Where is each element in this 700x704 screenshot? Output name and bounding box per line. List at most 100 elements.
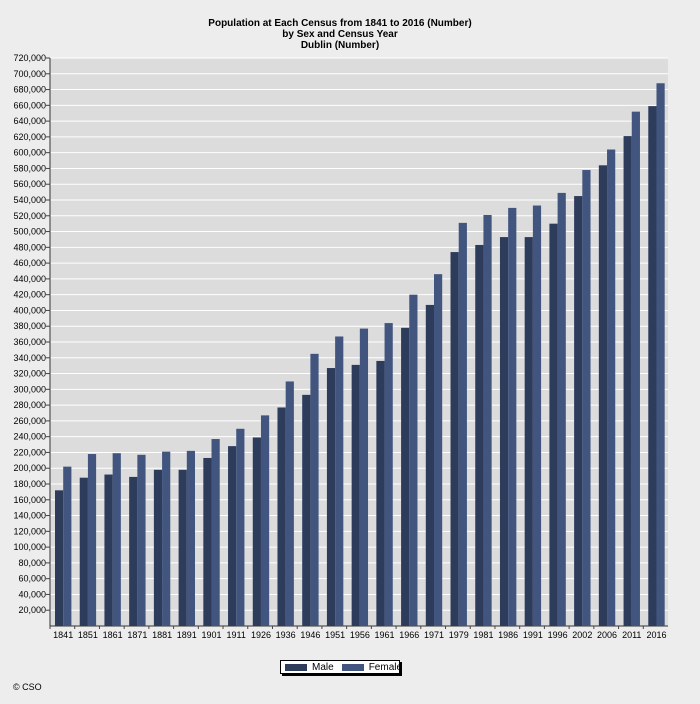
x-tick-label: 1951 [325,630,345,640]
legend: Male Female [280,660,402,674]
bar-male-1861 [104,474,113,626]
y-tick-label: 220,000 [13,447,46,457]
bar-female-1946 [310,353,319,626]
bar-female-2006 [607,149,616,626]
bar-female-1861 [112,453,121,626]
bar-male-1891 [178,469,187,626]
x-tick-label: 1936 [276,630,296,640]
y-tick-label: 640,000 [13,116,46,126]
y-tick-label: 440,000 [13,274,46,284]
y-tick-label: 60,000 [18,574,46,584]
bar-female-1936 [285,381,294,626]
bar-male-1986 [499,237,509,627]
y-tick-label: 100,000 [13,542,46,552]
bar-male-1871 [129,476,138,626]
y-tick-label: 140,000 [13,511,46,521]
chart-subtitle-region: Dublin (Number) [300,40,380,51]
y-tick-label: 200,000 [13,463,46,473]
bar-female-1981 [483,214,492,626]
bar-male-1996 [549,223,558,626]
bar-female-1996 [557,192,566,626]
y-tick-label: 180,000 [13,479,46,489]
y-tick-label: 280,000 [13,400,46,410]
bar-male-2006 [598,165,608,627]
bar-female-2011 [631,111,640,626]
x-tick-label: 1841 [53,630,73,640]
y-tick-label: 260,000 [13,416,46,426]
y-tick-label: 700,000 [13,69,46,79]
legend-swatch-male [285,663,307,671]
y-tick-label: 520,000 [13,211,46,221]
bar-male-1966 [401,327,410,626]
y-tick-label: 360,000 [13,337,46,347]
x-tick-label: 1851 [78,630,98,640]
legend-label-male: Male [312,661,334,673]
bar-female-1871 [137,454,146,626]
legend-item-male: Male [285,662,334,673]
chart-title: Population at Each Census from 1841 to 2… [0,18,680,51]
x-tick-label: 1961 [375,630,395,640]
x-tick-label: 1871 [127,630,147,640]
bar-male-1961 [376,360,385,626]
bar-female-1979 [458,222,467,626]
bar-female-1966 [409,294,418,626]
y-tick-label: 500,000 [13,227,46,237]
chart-subtitle: by Sex and Census Year [282,29,398,40]
bar-male-1936 [277,407,286,626]
bar-male-2002 [574,196,583,627]
bar-male-1901 [203,457,212,626]
x-tick-label: 1891 [177,630,197,640]
bar-male-1851 [79,477,88,626]
bar-male-1911 [228,446,237,626]
y-tick-label: 420,000 [13,290,46,300]
y-tick-label: 560,000 [13,179,46,189]
bar-female-1971 [434,274,443,626]
y-tick-label: 80,000 [18,558,46,568]
x-tick-label: 1991 [523,630,543,640]
y-tick-label: 120,000 [13,526,46,536]
bar-male-1956 [351,364,360,626]
x-tick-label: 1971 [424,630,444,640]
y-tick-label: 380,000 [13,321,46,331]
y-tick-label: 620,000 [13,132,46,142]
bar-female-1926 [260,415,270,626]
bar-female-2016 [656,83,665,626]
bar-female-1881 [162,451,171,626]
bar-female-1891 [186,450,195,626]
x-tick-label: 1911 [227,630,246,640]
bar-female-1841 [63,466,72,626]
bar-female-2002 [582,170,591,626]
y-tick-label: 660,000 [13,100,46,110]
y-tick-label: 320,000 [13,369,46,379]
x-tick-label: 2006 [597,630,617,640]
x-tick-label: 1946 [300,630,320,640]
bar-male-1991 [524,237,533,627]
y-tick-label: 540,000 [13,195,46,205]
bar-male-2011 [623,136,632,626]
x-tick-label: 2016 [646,630,666,640]
y-tick-label: 400,000 [13,305,46,315]
x-tick-label: 1979 [449,630,469,640]
bar-male-2016 [648,106,657,627]
bar-male-1971 [425,304,434,626]
bar-female-1951 [335,336,344,626]
x-tick-label: 2002 [572,630,592,640]
y-tick-label: 580,000 [13,163,46,173]
bar-female-1911 [236,428,245,626]
x-tick-label: 1926 [251,630,271,640]
y-tick-label: 240,000 [13,432,46,442]
x-tick-label: 1881 [152,630,172,640]
copyright-text: © CSO [13,682,42,692]
x-tick-label: 1901 [202,630,222,640]
x-tick-label: 1966 [399,630,419,640]
bar-female-1956 [359,328,369,626]
y-tick-label: 40,000 [18,589,46,599]
y-tick-label: 600,000 [13,148,46,158]
bar-male-1951 [326,368,336,626]
x-tick-label: 2011 [622,630,641,640]
x-tick-label: 1986 [498,630,518,640]
y-tick-label: 680,000 [13,85,46,95]
x-tick-label: 1981 [473,630,493,640]
y-tick-label: 20,000 [18,605,46,615]
legend-swatch-female [341,663,364,671]
